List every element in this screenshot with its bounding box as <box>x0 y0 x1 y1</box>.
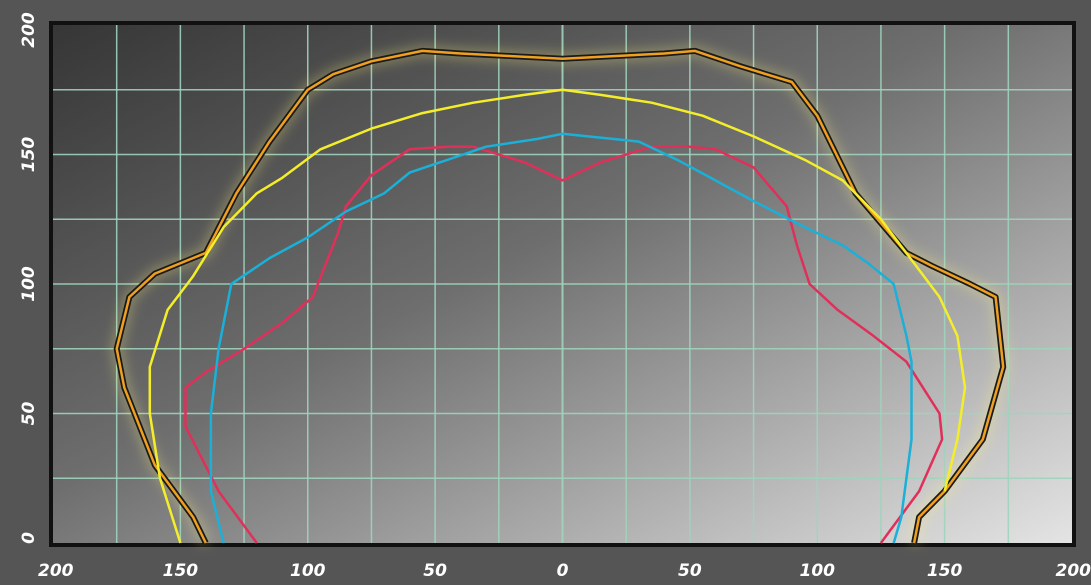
x-tick-label: 100 <box>290 561 326 581</box>
x-tick-label: 100 <box>800 561 836 581</box>
x-tick-label: 50 <box>678 561 702 581</box>
y-tick-label: 0 <box>19 532 39 544</box>
y-tick-label: 50 <box>19 402 39 426</box>
y-tick-label: 100 <box>19 266 39 302</box>
x-tick-label: 150 <box>927 561 963 581</box>
x-tick-label: 200 <box>38 561 74 581</box>
x-tick-label: 0 <box>557 561 569 581</box>
y-tick-label: 150 <box>19 137 39 173</box>
x-tick-label: 200 <box>1056 561 1091 581</box>
x-tick-label: 150 <box>163 561 199 581</box>
x-tick-label: 50 <box>423 561 447 581</box>
y-tick-label: 200 <box>19 12 39 48</box>
x-tick-labels: 200 150 100 50 0 50 100 150 200 <box>38 561 1091 581</box>
